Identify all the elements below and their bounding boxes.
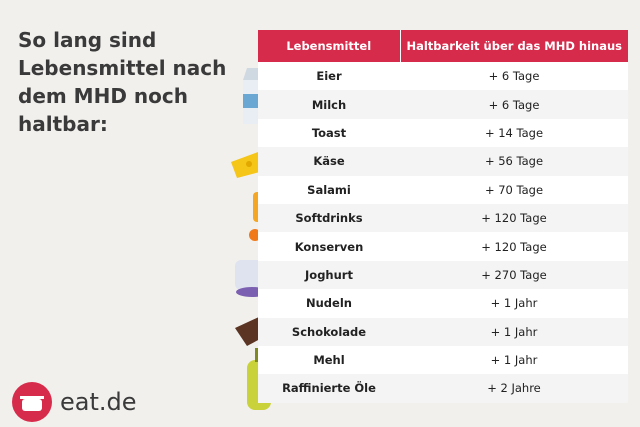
shelf-life: + 120 Tage — [400, 203, 628, 233]
table-row: Konserven + 120 Tage — [258, 232, 628, 261]
title: So lang sind Lebensmittel nach dem MHD noc… — [18, 26, 226, 138]
shelf-life: + 1 Jahr — [400, 289, 628, 318]
shelf-life: + 70 Tage — [400, 175, 628, 204]
table-row: Nudeln + 1 Jahr — [258, 289, 628, 318]
table-row: Joghurt + 270 Tage — [258, 260, 628, 290]
food-name: Toast — [258, 118, 400, 148]
title-line: dem MHD noch — [18, 84, 188, 108]
shelf-life: + 14 Tage — [400, 118, 628, 148]
table-row: Softdrinks + 120 Tage — [258, 203, 628, 233]
table-row: Schokolade + 1 Jahr — [258, 317, 628, 346]
food-name: Raffinierte Öle — [258, 374, 400, 403]
food-name: Joghurt — [258, 260, 400, 290]
logo: eat.de — [12, 382, 137, 422]
food-name: Eier — [258, 62, 400, 91]
food-name: Schokolade — [258, 317, 400, 346]
shelf-life: + 2 Jahre — [400, 374, 628, 403]
shelf-life: + 1 Jahr — [400, 345, 628, 375]
food-name: Mehl — [258, 345, 400, 375]
shelf-life: + 6 Tage — [400, 62, 628, 91]
food-name: Käse — [258, 147, 400, 176]
table-row: Salami + 70 Tage — [258, 175, 628, 204]
table-row: Milch + 6 Tage — [258, 90, 628, 119]
food-name: Milch — [258, 90, 400, 119]
title-line: Lebensmittel nach — [18, 56, 227, 80]
shelf-life-table: Lebensmittel Haltbarkeit über das MHD hin… — [258, 30, 628, 403]
shelf-life: + 270 Tage — [400, 260, 628, 290]
table-row: Mehl + 1 Jahr — [258, 345, 628, 375]
food-name: Softdrinks — [258, 203, 400, 233]
table-row: Toast + 14 Tage — [258, 118, 628, 148]
shelf-life: + 1 Jahr — [400, 317, 628, 346]
shelf-life: + 6 Tage — [400, 90, 628, 119]
table-row: Eier + 6 Tage — [258, 62, 628, 91]
table-row: Käse + 56 Tage — [258, 147, 628, 176]
title-line: So lang sind — [18, 28, 157, 52]
logo-icon — [12, 382, 52, 422]
food-name: Nudeln — [258, 289, 400, 318]
food-name: Konserven — [258, 232, 400, 261]
title-line: haltbar: — [18, 112, 108, 136]
shelf-life: + 56 Tage — [400, 147, 628, 176]
logo-text: eat.de — [60, 388, 137, 416]
column-header: Haltbarkeit über das MHD hinaus — [400, 30, 628, 62]
shelf-life: + 120 Tage — [400, 232, 628, 261]
table-row: Raffinierte Öle + 2 Jahre — [258, 374, 628, 403]
food-name: Salami — [258, 175, 400, 204]
column-header: Lebensmittel — [258, 30, 401, 62]
